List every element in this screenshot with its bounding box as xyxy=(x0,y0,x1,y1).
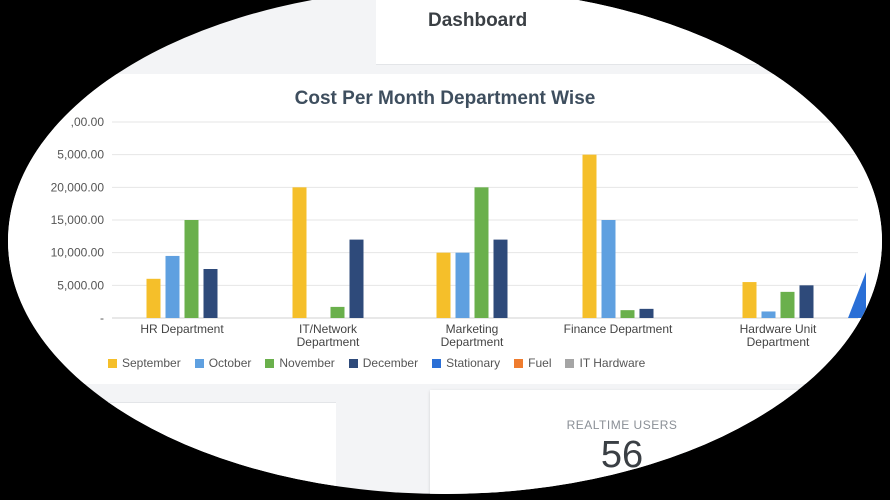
legend-item-stationary: Stationary xyxy=(432,356,500,370)
legend-label: September xyxy=(122,356,181,370)
bar-november xyxy=(474,187,489,318)
legend-swatch xyxy=(265,358,275,368)
chart-bars xyxy=(146,154,814,318)
legend-item-september: September xyxy=(108,356,181,370)
bar-september xyxy=(742,282,757,318)
bar-october xyxy=(601,220,616,318)
legend-label: Fuel xyxy=(528,356,552,370)
x-category-label: Department xyxy=(441,335,504,349)
y-tick-label: ,00.00 xyxy=(71,115,105,129)
legend-label: Stationary xyxy=(446,356,501,370)
viewport-content: Dashboard Cost Per Month Department Wise… xyxy=(8,0,882,494)
legend-swatch xyxy=(514,358,524,368)
bar-september xyxy=(292,187,307,318)
x-category-label: IT/Network xyxy=(299,322,358,336)
y-tick-label: 5,000.00 xyxy=(57,278,104,292)
realtime-users-card: REALTIME USERS 56 xyxy=(430,390,814,494)
legend-swatch xyxy=(108,358,117,368)
legend-swatch xyxy=(194,358,204,368)
y-tick-label: 15,000.00 xyxy=(51,213,105,227)
legend-label: October xyxy=(208,356,252,370)
y-tick-label: 20,000.00 xyxy=(51,180,105,194)
bar-october xyxy=(165,255,180,318)
legend-item-it-hardware: IT Hardware xyxy=(565,356,645,370)
bar-september xyxy=(582,154,597,318)
x-category-label: Hardware Unit xyxy=(740,322,817,336)
y-axis-tick-labels: ,00.00 5,000.00 20,000.00 15,000.00 10,000.0… xyxy=(51,115,105,325)
page-title: Dashboard xyxy=(428,10,528,31)
viewport-mask: Dashboard Cost Per Month Department Wise… xyxy=(8,0,882,494)
bar-october xyxy=(761,311,776,318)
y-tick-label: 5,000.00 xyxy=(57,148,104,162)
realtime-users-label: REALTIME USERS xyxy=(566,418,678,432)
bar-december xyxy=(799,285,814,318)
legend-item-december: December xyxy=(348,356,419,370)
y-tick-label: - xyxy=(100,311,104,325)
bar-september xyxy=(436,252,451,318)
y-tick-label: 10,000.00 xyxy=(51,246,105,260)
legend-item-october: October xyxy=(194,356,252,370)
cut-off-bar-fragment xyxy=(848,272,866,318)
bar-december xyxy=(203,269,218,318)
header-panel xyxy=(376,0,882,65)
x-category-label: Department xyxy=(747,335,810,349)
x-category-label: Marketing xyxy=(446,322,499,336)
legend-swatch xyxy=(565,358,575,368)
x-category-label: Department xyxy=(297,335,360,349)
bar-november xyxy=(184,220,199,318)
bar-october xyxy=(455,252,470,318)
legend-label: November xyxy=(279,356,335,370)
chart-legend: September October November December Stationa… xyxy=(108,355,659,371)
bar-december xyxy=(349,239,364,318)
bar-december xyxy=(639,308,654,318)
x-category-label: HR Department xyxy=(140,322,224,336)
bar-november xyxy=(330,306,345,318)
bar-december xyxy=(493,239,508,318)
legend-item-november: November xyxy=(265,356,335,370)
chart-title: Cost Per Month Department Wise xyxy=(294,88,596,109)
bar-chart: ,00.00 5,000.00 20,000.00 15,000.00 10,000.0… xyxy=(51,115,866,349)
legend-swatch xyxy=(348,358,358,368)
legend-item-fuel: Fuel xyxy=(514,356,551,370)
realtime-users-value: 56 xyxy=(600,434,644,476)
x-category-label: Finance Department xyxy=(564,322,673,336)
x-axis-category-labels: HR Department IT/NetworkDepartmentMarketi… xyxy=(140,322,817,349)
legend-label: IT Hardware xyxy=(579,356,646,370)
bar-september xyxy=(146,278,161,318)
legend-swatch xyxy=(432,358,442,368)
legend-label: December xyxy=(362,356,419,370)
bar-november xyxy=(780,291,795,318)
chart-card xyxy=(8,74,882,384)
bar-november xyxy=(620,310,635,318)
bottom-left-panel xyxy=(10,402,336,494)
